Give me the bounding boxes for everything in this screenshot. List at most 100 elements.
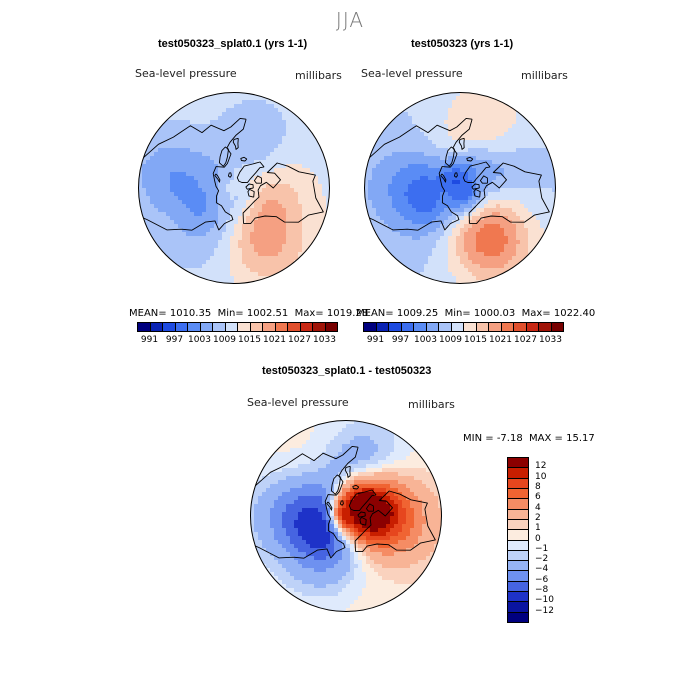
- field-cell: [374, 420, 379, 425]
- field-cell: [504, 128, 509, 133]
- field-cell: [202, 236, 207, 241]
- field-cell: [386, 468, 391, 473]
- field-cell: [456, 156, 461, 161]
- field-cell: [206, 172, 211, 177]
- field-cell: [226, 272, 231, 277]
- colorbar-swatch: [363, 322, 377, 332]
- field-cell: [254, 188, 259, 193]
- field-cell: [414, 500, 419, 505]
- field-cell: [154, 152, 159, 157]
- field-cell: [294, 144, 299, 149]
- field-cell: [504, 216, 509, 221]
- field-cell: [334, 500, 339, 505]
- field-cell: [392, 260, 397, 265]
- field-cell: [428, 180, 433, 185]
- field-cell: [400, 236, 405, 241]
- field-cell: [504, 164, 509, 169]
- field-cell: [362, 496, 367, 501]
- field-cell: [254, 200, 259, 205]
- field-cell: [146, 160, 151, 165]
- field-cell: [182, 228, 187, 233]
- field-cell: [278, 192, 283, 197]
- field-cell: [354, 488, 359, 493]
- field-cell: [198, 208, 203, 213]
- field-cell: [282, 176, 287, 181]
- colorbar-tick-label: 991: [140, 335, 159, 345]
- field-cell: [418, 464, 423, 469]
- field-cell: [242, 272, 247, 277]
- field-cell: [334, 464, 339, 469]
- field-cell: [162, 168, 167, 173]
- field-cell: [484, 180, 489, 185]
- field-cell: [448, 192, 453, 197]
- panel-1-min-label: Min=: [217, 308, 244, 319]
- field-cell: [178, 112, 183, 117]
- field-cell: [552, 180, 556, 185]
- field-cell: [138, 200, 143, 205]
- field-cell: [238, 136, 243, 141]
- field-cell: [170, 108, 175, 113]
- field-cell: [362, 472, 367, 477]
- field-cell: [468, 112, 473, 117]
- field-cell: [242, 240, 247, 245]
- field-cell: [286, 240, 291, 245]
- field-cell: [394, 488, 399, 493]
- field-cell: [234, 132, 239, 137]
- field-cell: [468, 192, 473, 197]
- field-cell: [492, 216, 497, 221]
- field-cell: [218, 268, 223, 273]
- field-cell: [302, 484, 307, 489]
- field-cell: [294, 500, 299, 505]
- field-cell: [444, 152, 449, 157]
- field-cell: [278, 200, 283, 205]
- field-cell: [500, 188, 505, 193]
- field-cell: [206, 156, 211, 161]
- field-cell: [306, 188, 311, 193]
- field-cell: [520, 204, 525, 209]
- field-cell: [452, 140, 457, 145]
- field-cell: [400, 116, 405, 121]
- field-cell: [262, 488, 267, 493]
- field-cell: [194, 112, 199, 117]
- field-cell: [484, 220, 489, 225]
- field-cell: [306, 508, 311, 513]
- field-cell: [194, 172, 199, 177]
- field-cell: [322, 476, 327, 481]
- field-cell: [326, 172, 330, 177]
- field-cell: [314, 200, 319, 205]
- field-cell: [396, 200, 401, 205]
- field-cell: [468, 136, 473, 141]
- field-cell: [384, 136, 389, 141]
- field-cell: [158, 204, 163, 209]
- colorbar-swatch: [500, 322, 514, 332]
- field-cell: [322, 468, 327, 473]
- field-cell: [194, 196, 199, 201]
- field-cell: [364, 152, 369, 157]
- field-cell: [418, 476, 423, 481]
- field-cell: [496, 264, 501, 269]
- field-cell: [162, 152, 167, 157]
- field-cell: [178, 220, 183, 225]
- field-cell: [290, 148, 295, 153]
- field-cell: [444, 120, 449, 125]
- field-cell: [444, 208, 449, 213]
- field-cell: [428, 160, 433, 165]
- field-cell: [338, 428, 343, 433]
- field-cell: [524, 172, 529, 177]
- field-cell: [210, 180, 215, 185]
- field-cell: [294, 228, 299, 233]
- field-cell: [408, 124, 413, 129]
- field-cell: [242, 252, 247, 257]
- field-cell: [250, 152, 255, 157]
- field-cell: [282, 160, 287, 165]
- field-cell: [448, 272, 453, 277]
- field-cell: [440, 268, 445, 273]
- field-cell: [472, 268, 477, 273]
- field-cell: [306, 168, 311, 173]
- field-cell: [326, 444, 331, 449]
- field-cell: [420, 112, 425, 117]
- field-cell: [262, 112, 267, 117]
- field-cell: [416, 256, 421, 261]
- field-cell: [464, 208, 469, 213]
- field-cell: [338, 424, 343, 429]
